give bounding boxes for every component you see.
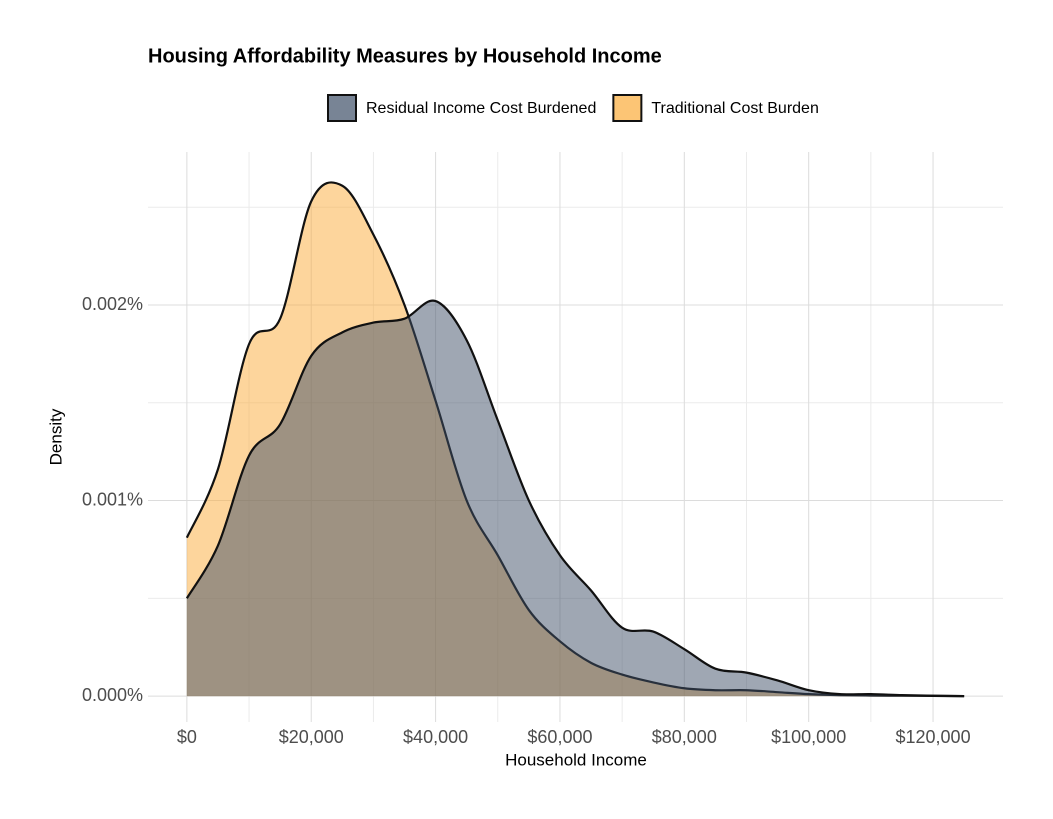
legend-key xyxy=(327,94,357,122)
x-tick-label: $40,000 xyxy=(403,727,468,747)
y-tick-label: 0.001% xyxy=(82,489,143,509)
x-tick-label: $120,000 xyxy=(896,727,971,747)
y-axis-title: Density xyxy=(46,408,65,465)
x-tick-label: $20,000 xyxy=(279,727,344,747)
x-axis-title: Household Income xyxy=(505,750,647,769)
density-area xyxy=(186,300,965,697)
chart-title: Housing Affordability Measures by Househ… xyxy=(148,45,662,67)
legend-label: Traditional Cost Burden xyxy=(651,100,819,117)
legend: Residual Income Cost Burdened Traditional… xyxy=(327,94,819,122)
density-line xyxy=(185,299,965,698)
legend-key xyxy=(612,94,643,122)
x-tick-label: $80,000 xyxy=(652,727,717,747)
legend-label: Residual Income Cost Burdened xyxy=(366,100,596,117)
x-tick-label: $0 xyxy=(177,727,197,747)
y-tick-label: 0.002% xyxy=(82,294,143,314)
x-tick-label: $60,000 xyxy=(527,727,592,747)
y-tick-label: 0.000% xyxy=(82,685,143,705)
x-tick-label: $100,000 xyxy=(771,727,846,747)
